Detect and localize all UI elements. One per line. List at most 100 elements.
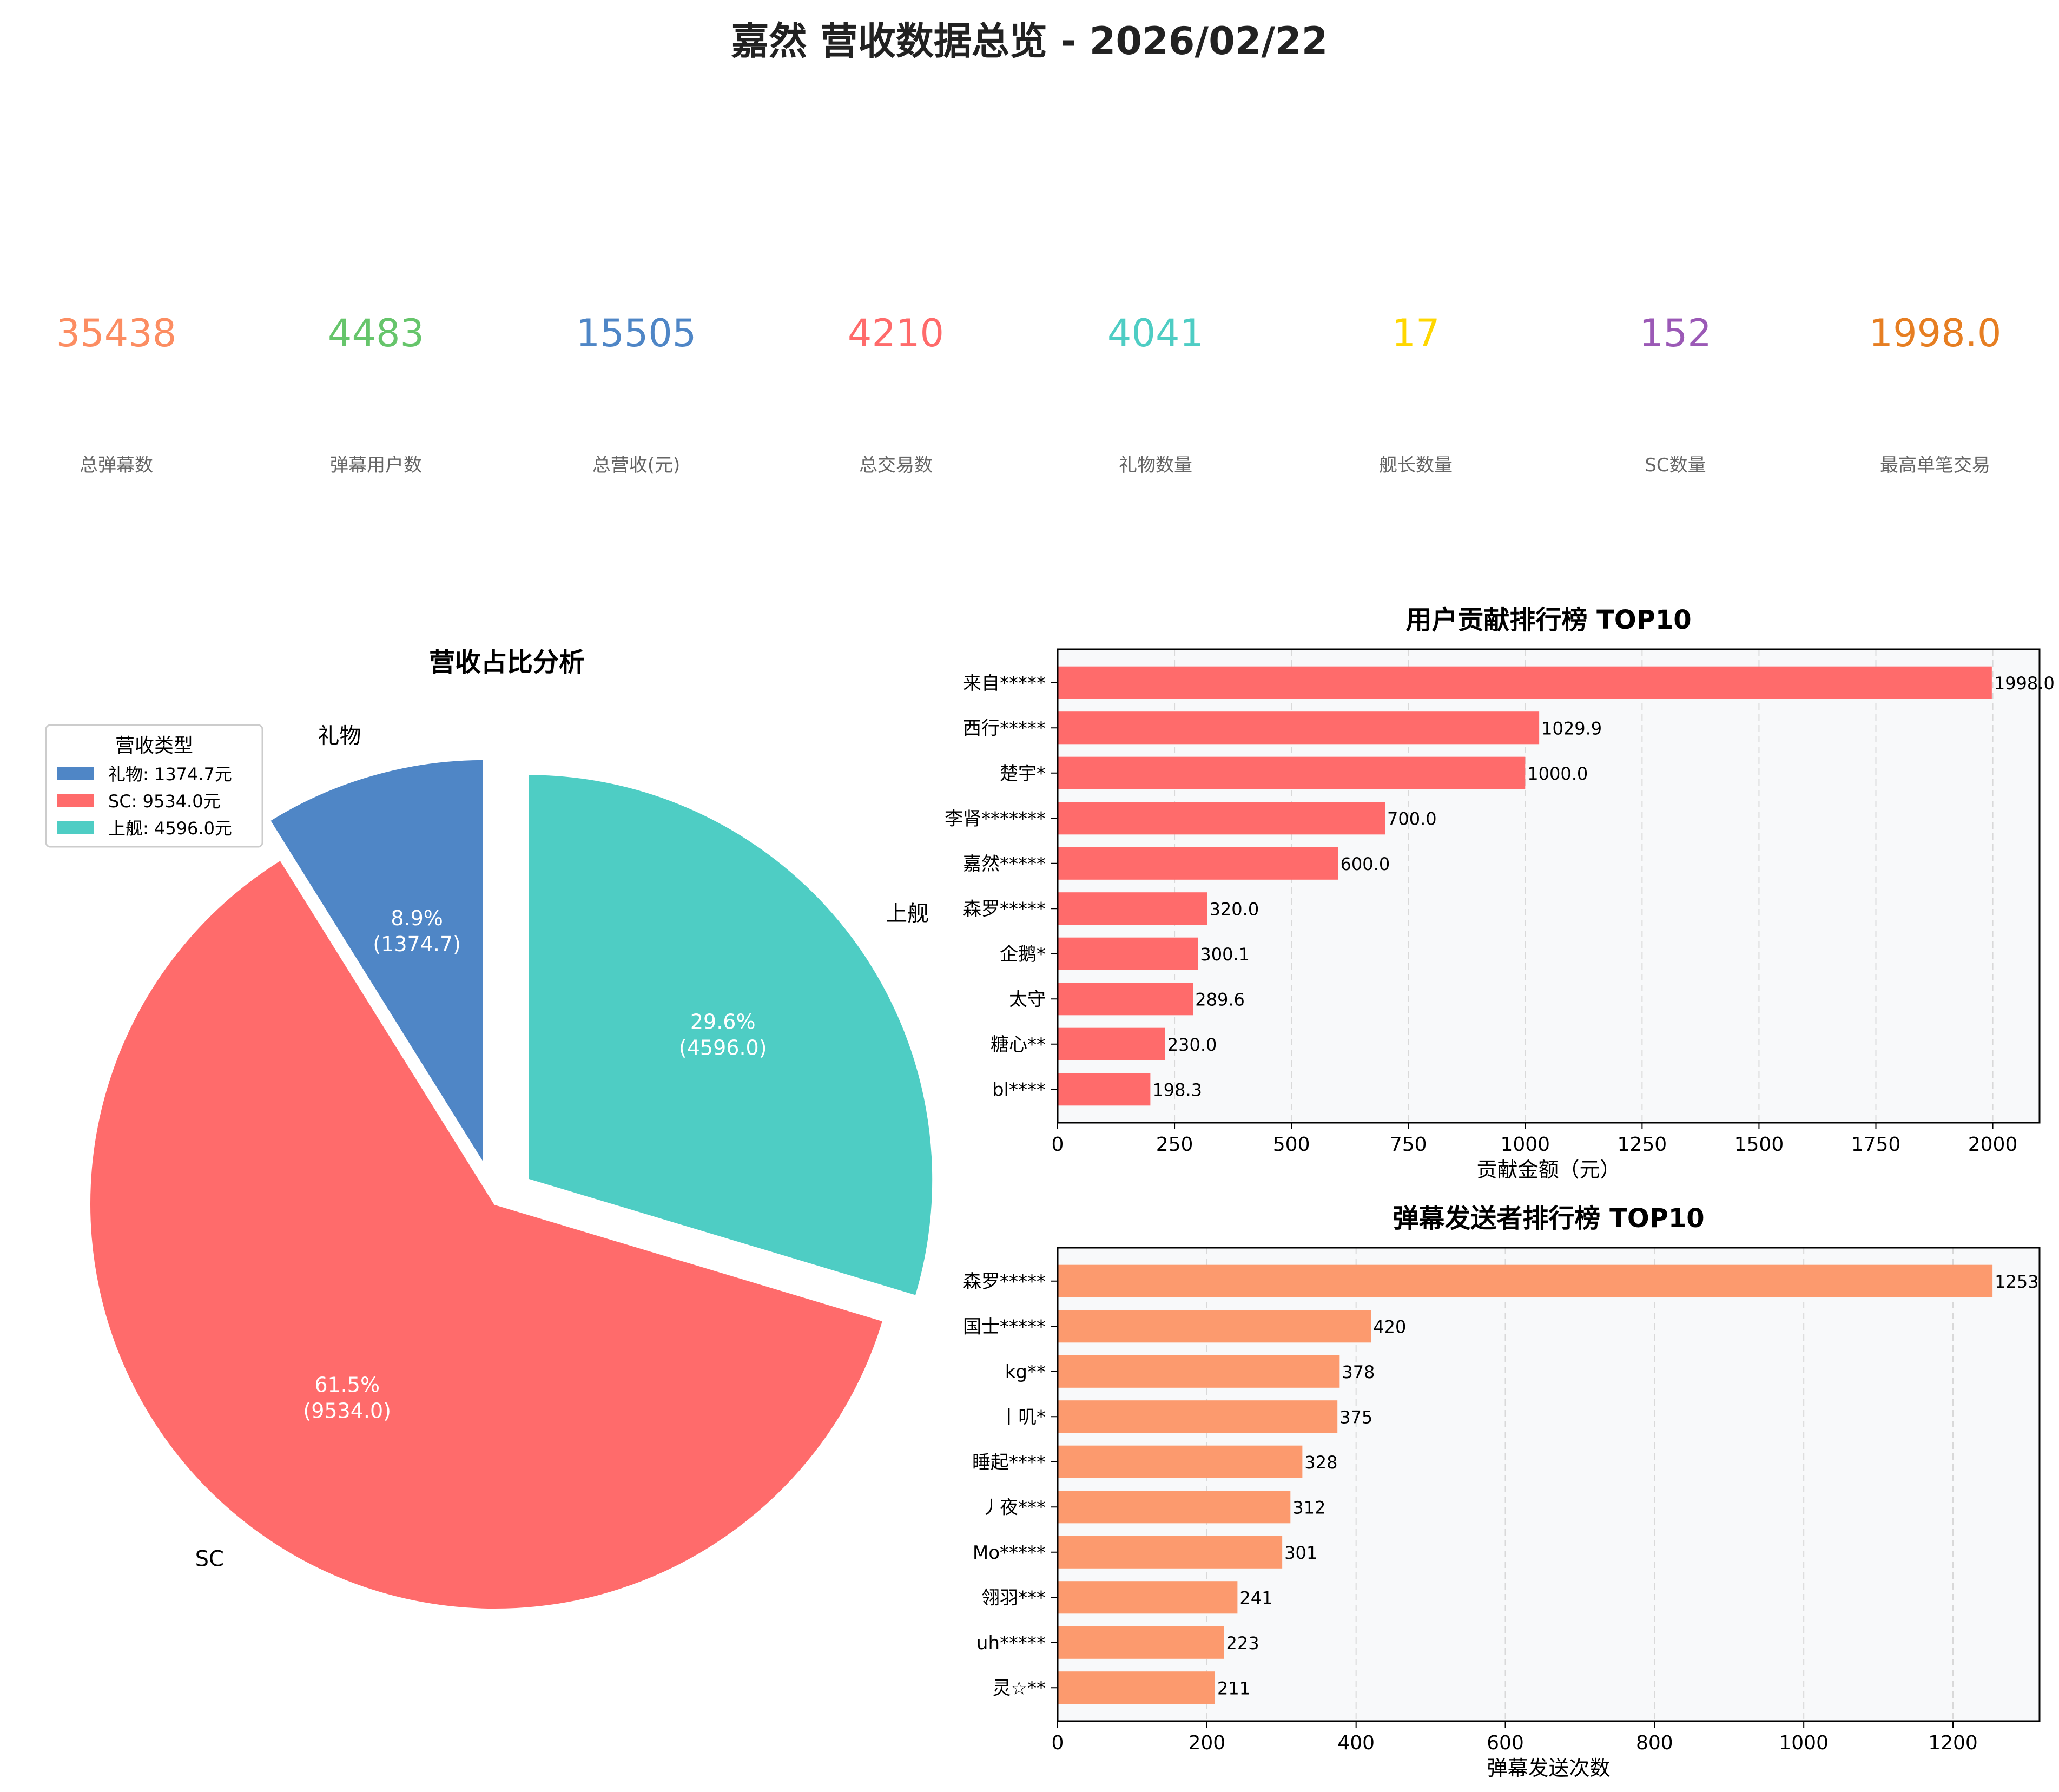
danmaku-frame xyxy=(1057,1247,2041,1722)
legend-frame xyxy=(45,724,263,848)
stat-label: 总营收(元) xyxy=(592,454,681,476)
contribution-bar xyxy=(1058,756,1526,789)
contribution-category-label: 森罗***** xyxy=(963,898,1046,920)
danmaku-bar xyxy=(1058,1310,1371,1343)
danmaku-title: 弹幕发送者排行榜 TOP10 xyxy=(1393,1203,1704,1234)
contribution-value-label: 300.1 xyxy=(1200,944,1250,965)
danmaku-value-label: 1253 xyxy=(1995,1271,2038,1292)
danmaku-category-label: 森罗***** xyxy=(963,1271,1046,1293)
contribution-x-tick-label: 750 xyxy=(1390,1134,1427,1156)
contribution-value-label: 600.0 xyxy=(1341,854,1390,874)
stat-value: 4483 xyxy=(327,311,425,355)
stat-value: 4210 xyxy=(847,311,945,355)
stat-value: 15505 xyxy=(576,311,697,355)
danmaku-bar xyxy=(1058,1355,1340,1388)
contribution-value-label: 1029.9 xyxy=(1541,718,1602,739)
danmaku-value-label: 211 xyxy=(1217,1678,1250,1698)
legend-swatch xyxy=(57,767,94,780)
danmaku-value-label: 312 xyxy=(1292,1497,1325,1518)
pie-slice xyxy=(88,858,885,1611)
danmaku-category-label: 灵☆** xyxy=(993,1677,1046,1699)
contribution-title: 用户贡献排行榜 TOP10 xyxy=(1405,605,1691,635)
contribution-x-tick-label: 250 xyxy=(1156,1134,1193,1156)
danmaku-category-label: kg** xyxy=(1005,1361,1046,1383)
danmaku-category-label: 丨叽* xyxy=(1000,1406,1046,1428)
danmaku-value-label: 328 xyxy=(1304,1452,1337,1473)
stat-value: 152 xyxy=(1639,311,1712,355)
contribution-bar xyxy=(1058,711,1540,745)
stat-label: SC数量 xyxy=(1645,454,1706,476)
contribution-x-tick-label: 1750 xyxy=(1851,1134,1901,1156)
contribution-value-label: 1000.0 xyxy=(1527,763,1588,784)
contribution-bar xyxy=(1058,983,1193,1016)
danmaku-bar xyxy=(1058,1491,1291,1524)
pie-slice xyxy=(526,773,935,1298)
contribution-category-label: 企鹅* xyxy=(1000,944,1046,965)
danmaku-x-axis-label: 弹幕发送次数 xyxy=(1487,1756,1610,1780)
stat-value: 35438 xyxy=(56,311,177,355)
contribution-x-tick-label: 0 xyxy=(1052,1134,1064,1156)
stat-value: 1998.0 xyxy=(1869,311,2002,355)
contribution-bar xyxy=(1058,802,1385,835)
stat-label: 礼物数量 xyxy=(1119,454,1192,476)
contribution-value-label: 320.0 xyxy=(1210,899,1259,919)
contribution-x-axis-label: 贡献金额（元） xyxy=(1476,1158,1620,1182)
contribution-x-tick-label: 1000 xyxy=(1500,1134,1550,1156)
danmaku-x-tick-label: 400 xyxy=(1337,1732,1375,1754)
danmaku-x-tick-label: 800 xyxy=(1636,1732,1673,1754)
contribution-bar xyxy=(1058,666,1992,699)
contribution-bar xyxy=(1058,847,1338,880)
pie-slice xyxy=(268,757,485,1169)
contribution-category-label: 太守 xyxy=(1009,989,1046,1010)
danmaku-x-tick-label: 1000 xyxy=(1779,1732,1829,1754)
danmaku-value-label: 223 xyxy=(1226,1633,1259,1653)
pie-percent-label: 29.6% xyxy=(690,1010,756,1034)
contribution-x-tick-label: 2000 xyxy=(1968,1134,2018,1156)
danmaku-category-label: 国士***** xyxy=(963,1316,1046,1338)
contribution-category-label: 李肾******* xyxy=(945,808,1046,829)
contribution-x-tick-label: 1250 xyxy=(1618,1134,1667,1156)
danmaku-bar xyxy=(1058,1445,1303,1478)
pie-value-label: (4596.0) xyxy=(679,1036,767,1060)
danmaku-category-label: Mo***** xyxy=(973,1542,1046,1564)
contribution-category-label: bl**** xyxy=(992,1079,1046,1101)
contribution-category-label: 西行***** xyxy=(963,717,1046,739)
pie-slice-label: 上舰 xyxy=(886,901,929,926)
pie-percent-label: 61.5% xyxy=(314,1373,380,1396)
contribution-value-label: 700.0 xyxy=(1387,808,1437,829)
contribution-bar xyxy=(1058,1073,1151,1106)
pie-slice-label: 礼物 xyxy=(318,724,361,749)
contribution-category-label: 楚宇* xyxy=(1000,763,1046,785)
page-title: 嘉然 营收数据总览 - 2026/02/22 xyxy=(731,19,1328,63)
contribution-bar xyxy=(1058,1027,1165,1060)
contribution-value-label: 198.3 xyxy=(1152,1079,1202,1100)
contribution-x-tick-label: 500 xyxy=(1273,1134,1310,1156)
contribution-value-label: 230.0 xyxy=(1167,1035,1217,1055)
stat-label: 总交易数 xyxy=(859,454,933,476)
stat-label: 弹幕用户数 xyxy=(330,454,422,476)
contribution-value-label: 289.6 xyxy=(1195,989,1245,1010)
contribution-category-label: 来自***** xyxy=(963,673,1046,694)
pie-title: 营收占比分析 xyxy=(429,647,585,677)
danmaku-value-label: 301 xyxy=(1284,1543,1317,1563)
legend-entry: 上舰: 4596.0元 xyxy=(108,818,232,839)
stat-label: 最高单笔交易 xyxy=(1880,454,1990,476)
legend-swatch xyxy=(57,821,94,834)
danmaku-x-tick-label: 1200 xyxy=(1928,1732,1978,1754)
contribution-frame xyxy=(1057,648,2041,1124)
pie-slice-label: SC xyxy=(195,1546,224,1571)
pie-value-label: (9534.0) xyxy=(303,1399,391,1422)
legend-swatch xyxy=(57,794,94,807)
danmaku-category-label: 翎羽*** xyxy=(981,1587,1046,1609)
danmaku-category-label: 睡起**** xyxy=(972,1452,1046,1473)
danmaku-bar xyxy=(1058,1626,1224,1659)
danmaku-value-label: 378 xyxy=(1342,1362,1375,1382)
danmaku-bar xyxy=(1058,1581,1238,1614)
contribution-category-label: 糖心** xyxy=(991,1034,1046,1056)
stat-value: 4041 xyxy=(1107,311,1204,355)
danmaku-x-tick-label: 600 xyxy=(1487,1732,1524,1754)
danmaku-category-label: uh***** xyxy=(976,1632,1046,1654)
